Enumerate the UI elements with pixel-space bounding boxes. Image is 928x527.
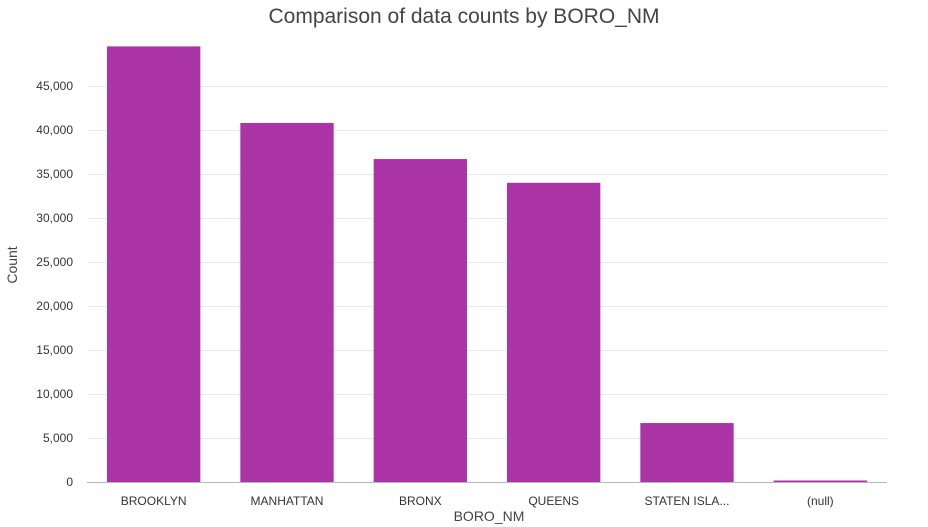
x-axis-title: BORO_NM bbox=[454, 508, 525, 524]
y-axis-title: Count bbox=[4, 246, 20, 283]
bars bbox=[107, 46, 867, 483]
gridlines bbox=[87, 86, 887, 439]
x-tick-label: BROOKLYN bbox=[121, 494, 187, 508]
chart-title: Comparison of data counts by BORO_NM bbox=[268, 5, 659, 28]
y-tick-label: 25,000 bbox=[36, 255, 73, 269]
x-tick-label: MANHATTAN bbox=[251, 494, 324, 508]
y-tick-label: 45,000 bbox=[36, 79, 73, 93]
x-tick-label: BRONX bbox=[399, 494, 442, 508]
x-axis-ticks: BROOKLYN MANHATTAN BRONX QUEENS STATEN ISLA.… bbox=[121, 494, 834, 508]
bar[interactable] bbox=[507, 182, 601, 483]
x-tick-label: QUEENS bbox=[528, 494, 579, 508]
y-tick-label: 20,000 bbox=[36, 299, 73, 313]
bar[interactable] bbox=[373, 159, 467, 483]
y-tick-label: 35,000 bbox=[36, 167, 73, 181]
bar[interactable] bbox=[107, 46, 201, 483]
y-tick-label: 15,000 bbox=[36, 343, 73, 357]
y-axis-ticks: 0 5,000 10,000 15,000 20,000 25,000 30,000 35,0… bbox=[36, 79, 73, 489]
bar[interactable] bbox=[773, 480, 867, 483]
bar[interactable] bbox=[240, 122, 334, 483]
x-tick-label: (null) bbox=[807, 494, 834, 508]
y-tick-label: 30,000 bbox=[36, 211, 73, 225]
x-tick-label: STATEN ISLA... bbox=[645, 494, 730, 508]
y-tick-label: 5,000 bbox=[43, 431, 73, 445]
y-tick-label: 10,000 bbox=[36, 387, 73, 401]
y-tick-label: 40,000 bbox=[36, 123, 73, 137]
y-tick-label: 0 bbox=[66, 475, 73, 489]
bar[interactable] bbox=[640, 423, 734, 482]
